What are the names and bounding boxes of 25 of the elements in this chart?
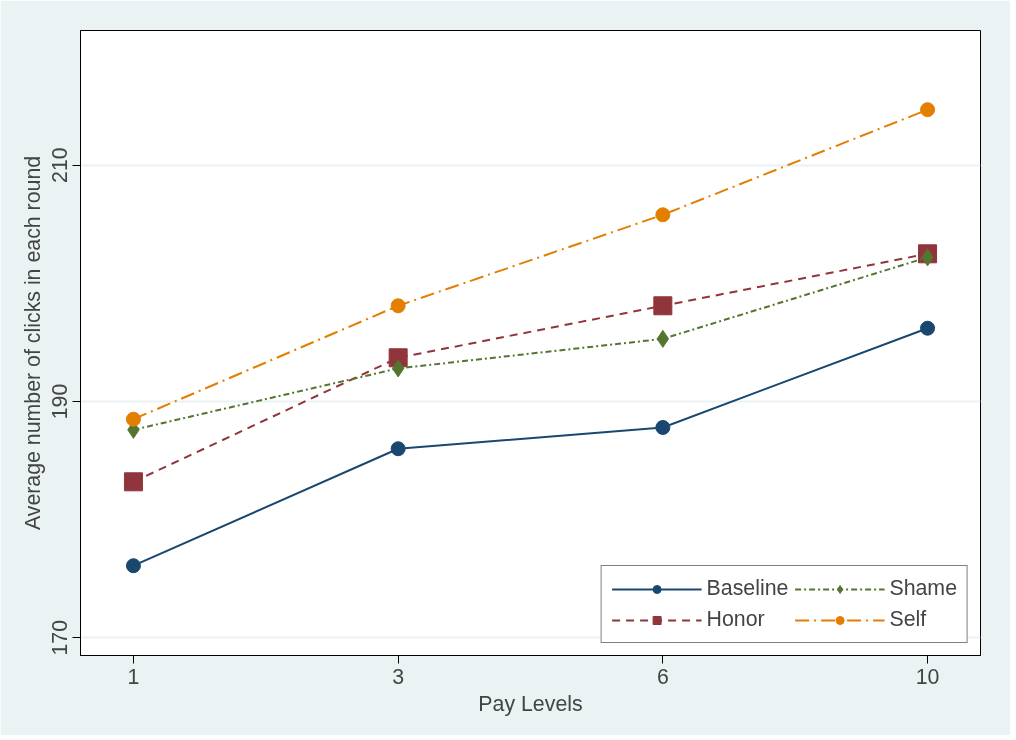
legend-label: Baseline (706, 576, 789, 601)
x-tick-label: 10 (915, 664, 940, 689)
x-tick-label: 1 (127, 664, 140, 689)
legend-label: Shame (889, 576, 957, 601)
y-tick-label: 190 (48, 383, 73, 420)
y-tick-label: 210 (48, 147, 73, 183)
x-tick-label: 6 (656, 664, 669, 689)
point (655, 207, 671, 223)
point (123, 472, 143, 492)
legend-label: Self (889, 607, 927, 632)
point (390, 441, 406, 457)
point (391, 359, 405, 378)
x-tick-label: 3 (392, 664, 405, 689)
point (655, 419, 671, 435)
y-axis-title: Average number of clicks in each round (20, 155, 45, 531)
point (125, 411, 141, 427)
point (125, 558, 141, 574)
legend-label: Honor (706, 607, 765, 632)
x-axis-title: Pay Levels (478, 691, 583, 716)
point (653, 296, 673, 316)
point (920, 320, 936, 336)
point (390, 298, 406, 314)
point (920, 102, 936, 118)
point (656, 329, 670, 348)
y-tick-label: 170 (48, 619, 73, 656)
